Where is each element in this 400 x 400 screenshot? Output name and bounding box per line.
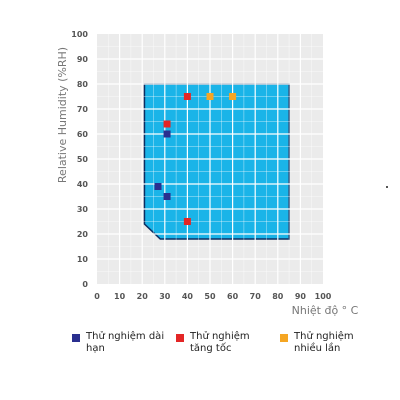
stray-dot <box>386 186 388 188</box>
x-axis-label: Nhiệt độ ° C <box>292 304 359 317</box>
data-point <box>206 93 214 100</box>
y-tick-label: 0 <box>82 280 88 289</box>
legend-label-accelerated: Thử nghiệm tăng tốc <box>190 331 250 354</box>
y-tick-label: 30 <box>77 205 89 214</box>
y-axis-label: Relative Humidity (%RH) <box>56 47 69 183</box>
legend: Thử nghiệm dài hạn Thử nghiệm tăng tốc T… <box>72 331 372 361</box>
x-tick-label: 10 <box>114 292 126 301</box>
test-region <box>143 83 290 240</box>
x-tick-label: 0 <box>94 292 100 301</box>
data-point <box>183 93 191 100</box>
y-tick-label: 70 <box>77 105 89 114</box>
data-point <box>229 93 237 100</box>
x-tick-label: 80 <box>272 292 284 301</box>
y-tick-label: 10 <box>77 255 89 264</box>
y-tick-label: 90 <box>77 55 89 64</box>
legend-label-repeated: Thử nghiệm nhiều lần <box>294 331 354 354</box>
x-tick-label: 90 <box>295 292 307 301</box>
y-tick-label: 50 <box>77 155 89 164</box>
legend-swatch-repeated <box>280 334 288 342</box>
x-tick-label: 30 <box>159 292 171 301</box>
y-tick-label: 40 <box>77 180 89 189</box>
y-tick-label: 80 <box>77 80 89 89</box>
data-point <box>163 130 171 138</box>
x-tick-label: 50 <box>204 292 216 301</box>
legend-label-long-term: Thử nghiệm dài hạn <box>86 331 165 354</box>
x-tick-label: 70 <box>250 292 262 301</box>
x-tick-label: 40 <box>182 292 194 301</box>
data-point <box>183 218 191 225</box>
data-point <box>163 120 171 128</box>
x-tick-label: 60 <box>227 292 239 301</box>
x-tick-label: 100 <box>315 292 332 301</box>
legend-swatch-long-term <box>72 334 80 342</box>
x-tick-label: 20 <box>137 292 149 301</box>
y-tick-label: 20 <box>77 230 89 239</box>
data-point <box>163 193 171 200</box>
legend-swatch-accelerated <box>176 334 184 342</box>
y-tick-label: 60 <box>77 130 89 139</box>
y-tick-label: 100 <box>71 30 88 39</box>
data-point <box>154 183 162 190</box>
